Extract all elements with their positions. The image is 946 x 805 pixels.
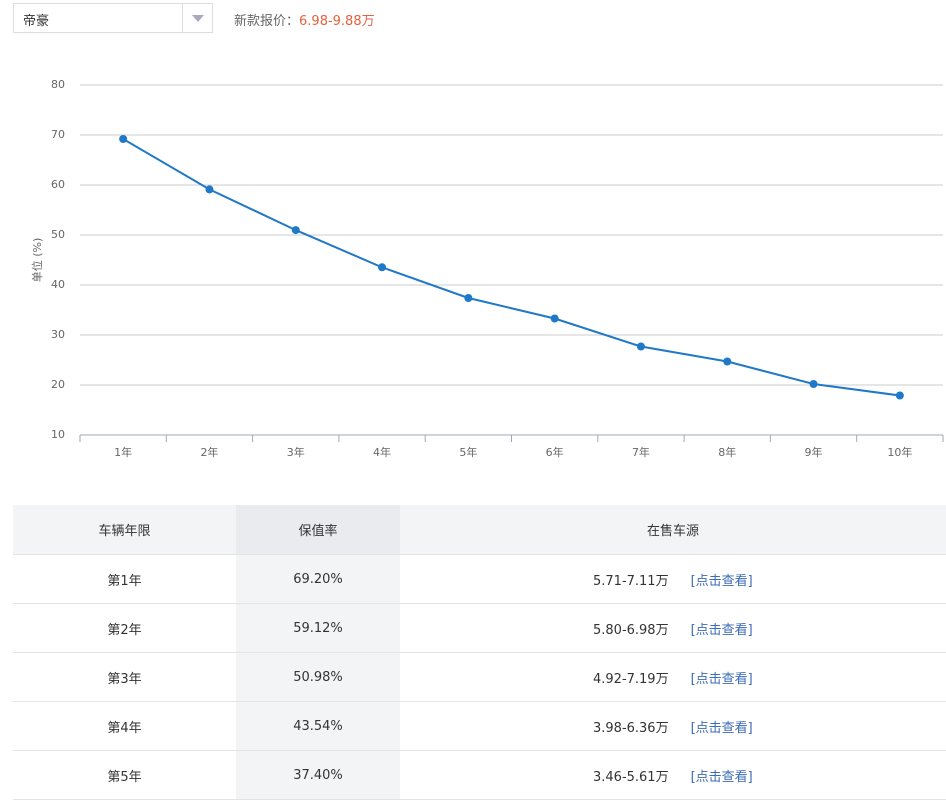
header-cell: 在售车源 [400, 505, 946, 555]
select-text: 帝豪 [23, 14, 50, 29]
table-cell: 3.98-6.36万 [点击查看] [400, 702, 946, 751]
source-range: 5.80-6.98万 [593, 622, 669, 638]
point [119, 135, 128, 143]
y-tick-label: 60 [51, 178, 65, 191]
x-tick-label: 10年 [887, 445, 912, 459]
source-range: 4.92-7.19万 [593, 671, 669, 687]
price-label: 新款报价： [234, 14, 300, 29]
table-cell: 第3年 [13, 653, 236, 702]
table-cell: 第5年 [13, 751, 236, 800]
x-tick-label: 1年 [114, 445, 132, 459]
header-cell: 保值率 [236, 505, 400, 555]
point [636, 342, 645, 351]
chart: 单位 (%) 10 20 30 40 50 60 70 80 1年 2年 3年 4年 5年 6年 7年 8年 9… [30, 78, 944, 459]
x-tick-label: 3年 [287, 445, 305, 459]
table-cell: 5.80-6.98万 [点击查看] [400, 604, 946, 653]
y-tick-label: 40 [51, 278, 65, 291]
price: 6.98-9.88万 [299, 14, 375, 29]
y-tick-label: 20 [51, 378, 65, 391]
table-cell: 50.98% [236, 653, 400, 702]
x-tick-label: 8年 [718, 445, 736, 459]
point [723, 357, 732, 366]
view-link[interactable]: [点击查看] [690, 573, 753, 589]
source-range: 3.46-5.61万 [593, 769, 669, 785]
table-cell: 37.40% [236, 751, 400, 800]
point [550, 314, 559, 323]
table-cell: 第1年 [13, 555, 236, 604]
view-link[interactable]: [点击查看] [690, 720, 753, 736]
select-arrow[interactable] [182, 4, 213, 32]
x-tick-label: 4年 [373, 445, 391, 459]
point [895, 391, 904, 400]
table-cell: 59.12% [236, 604, 400, 653]
y-tick-label: 80 [51, 78, 65, 91]
view-link[interactable]: [点击查看] [690, 622, 753, 638]
table-cell: 3.46-5.61万 [点击查看] [400, 751, 946, 800]
table-cell: 5.71-7.11万 [点击查看] [400, 555, 946, 604]
x-tick-label: 2年 [200, 445, 218, 459]
point [809, 380, 818, 388]
price-line: 新款报价：6.98-9.88万 [234, 10, 375, 29]
line [122, 138, 900, 397]
source-range: 5.71-7.11万 [593, 573, 669, 589]
view-link[interactable]: [点击查看] [690, 769, 753, 785]
y-tick-label: 50 [51, 228, 65, 241]
x-tick-label: 7年 [632, 445, 650, 459]
table-cell: 4.92-7.19万 [点击查看] [400, 653, 946, 702]
table-cell: 43.54% [236, 702, 400, 751]
table-cell: 第2年 [13, 604, 236, 653]
x-tick-label: 5年 [459, 445, 477, 459]
model-select[interactable]: 帝豪 [13, 3, 213, 33]
table-cell: 第4年 [13, 702, 236, 751]
source-range: 3.98-6.36万 [593, 720, 669, 736]
point [205, 185, 214, 194]
point [291, 226, 300, 235]
y-axis-label: 单位 (%) [30, 238, 44, 283]
x-tick-label: 6年 [546, 445, 564, 459]
header-cell: 车辆年限 [13, 505, 236, 555]
point [378, 263, 387, 272]
x-tick-label: 9年 [805, 445, 823, 459]
y-tick-label: 30 [51, 328, 65, 341]
point [464, 294, 473, 302]
y-tick-label: 10 [51, 428, 65, 441]
table: 车辆年限 保值率 在售车源 第1年 69.20% 5.71-7.11万 [点击查看] 第2年 5… [13, 505, 946, 805]
view-link[interactable]: [点击查看] [690, 671, 753, 687]
y-tick-label: 70 [51, 128, 65, 141]
table-cell: 69.20% [236, 555, 400, 604]
